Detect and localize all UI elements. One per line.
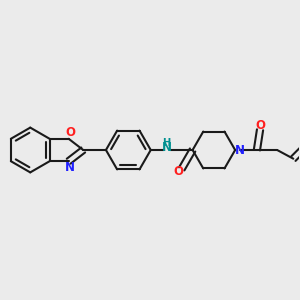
Text: N: N bbox=[162, 141, 172, 154]
Text: O: O bbox=[65, 126, 75, 140]
Text: N: N bbox=[235, 143, 244, 157]
Text: N: N bbox=[65, 160, 75, 174]
Text: O: O bbox=[173, 165, 183, 178]
Text: O: O bbox=[256, 119, 266, 132]
Text: H: H bbox=[163, 138, 171, 148]
